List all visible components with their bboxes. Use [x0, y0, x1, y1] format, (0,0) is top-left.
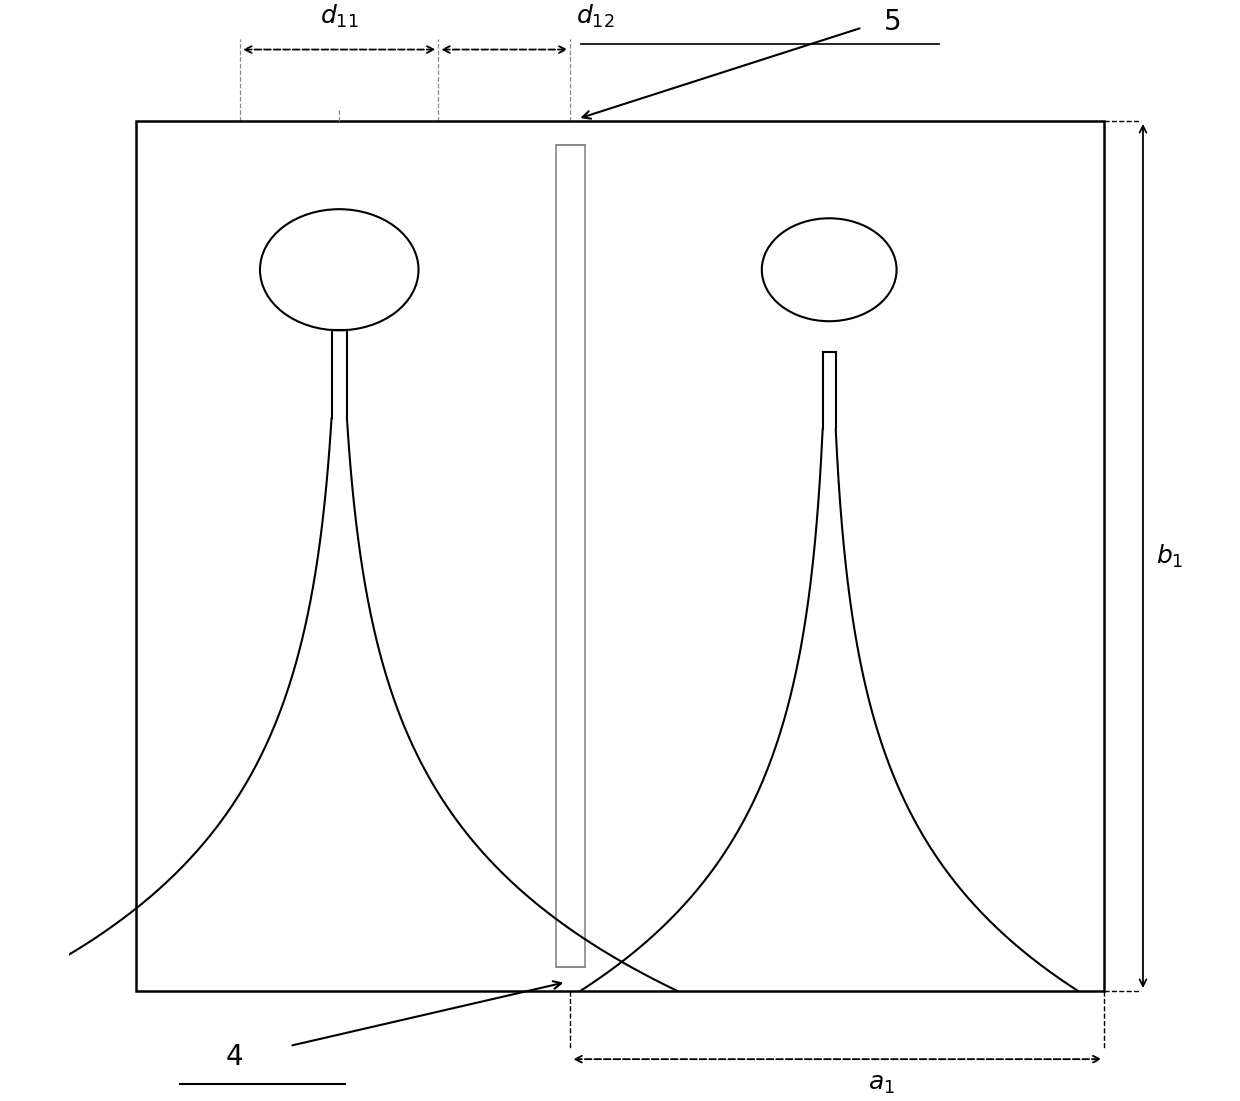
Text: $a_{1}$: $a_{1}$ [868, 1072, 895, 1097]
Text: 5: 5 [884, 8, 901, 36]
Text: $b_{1}$: $b_{1}$ [1156, 543, 1183, 569]
Bar [557, 145, 585, 967]
Bar [135, 121, 1105, 991]
Text: 4: 4 [226, 1043, 243, 1071]
Text: $d_{11}$: $d_{11}$ [320, 2, 358, 30]
Text: $d_{12}$: $d_{12}$ [575, 2, 614, 30]
